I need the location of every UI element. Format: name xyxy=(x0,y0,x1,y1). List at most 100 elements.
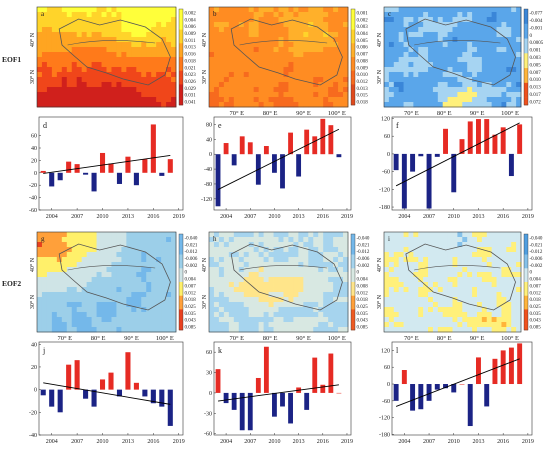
map-cell xyxy=(91,232,97,238)
map-cell xyxy=(91,242,97,248)
map-cell xyxy=(106,252,112,258)
map-cell xyxy=(278,257,284,263)
map-cell xyxy=(472,267,478,273)
colorbar-segment xyxy=(351,91,355,99)
map-cell xyxy=(253,327,260,333)
map-cell xyxy=(408,102,414,108)
map-cell xyxy=(111,7,117,13)
map-cell xyxy=(218,302,225,308)
map-cell xyxy=(51,262,58,268)
bar xyxy=(239,136,245,155)
map-cell xyxy=(323,292,329,298)
plateau-boundary xyxy=(230,18,343,86)
map-cell xyxy=(233,92,240,98)
map-cell xyxy=(462,22,468,28)
map-cell xyxy=(393,322,400,328)
map-cell xyxy=(462,302,468,308)
map-cell xyxy=(41,317,48,323)
map-cell xyxy=(223,272,230,278)
map-cell xyxy=(476,252,483,258)
map-cell xyxy=(442,282,448,288)
map-cell xyxy=(432,52,439,58)
map-cell xyxy=(398,292,404,298)
map-cell xyxy=(393,277,400,283)
map-cell xyxy=(486,287,493,293)
map-cell xyxy=(76,312,83,318)
map-cell xyxy=(171,282,177,288)
map-cell xyxy=(323,57,329,63)
map-cell xyxy=(506,52,512,58)
map-cell xyxy=(481,37,488,43)
map-cell xyxy=(111,237,117,243)
map-cell xyxy=(268,257,274,263)
map-cell xyxy=(71,37,78,43)
map-cell xyxy=(126,42,132,48)
map-cell xyxy=(496,37,502,43)
map-cell xyxy=(308,277,314,283)
map-cell xyxy=(37,17,43,23)
map-cell xyxy=(408,12,414,18)
map-cell xyxy=(213,267,220,273)
map-cell xyxy=(428,72,434,78)
map-cell xyxy=(41,322,48,328)
map-cell xyxy=(273,262,279,268)
map-cell xyxy=(248,262,255,268)
map-cell xyxy=(91,277,97,283)
map-cell xyxy=(209,312,215,318)
map-cell xyxy=(283,97,289,103)
map-cell xyxy=(243,307,250,313)
map-cell xyxy=(423,232,429,238)
map-cell xyxy=(496,232,502,238)
map-cell xyxy=(501,237,507,243)
map-cell xyxy=(61,272,68,278)
map-cell xyxy=(86,272,92,278)
map-cell xyxy=(506,57,512,63)
map-cell xyxy=(61,252,68,258)
y-tick-label: -40 xyxy=(29,433,37,439)
map-cell xyxy=(338,57,344,63)
map-cell xyxy=(283,232,289,238)
map-cell xyxy=(283,102,289,108)
map-cell xyxy=(81,267,88,273)
map-cell xyxy=(41,42,48,48)
map-cell xyxy=(481,32,488,38)
map-cell xyxy=(506,317,512,323)
colorbar-segment xyxy=(524,90,528,98)
map-cell xyxy=(263,262,269,268)
map-cell xyxy=(76,17,83,23)
map-cell xyxy=(303,87,309,93)
map-cell xyxy=(91,57,97,63)
map-cell xyxy=(46,277,53,283)
map-cell xyxy=(71,82,78,88)
map-cell xyxy=(293,242,299,248)
colorbar-tick-label: 0.006 xyxy=(357,46,369,51)
map-cell xyxy=(288,47,294,53)
x-tick-label: 2016 xyxy=(497,439,509,445)
map-cell xyxy=(156,272,162,278)
map-cell xyxy=(437,42,444,48)
map-cell xyxy=(86,322,92,328)
map-cell xyxy=(313,17,319,23)
lon-tick-label: 80° E xyxy=(263,110,278,117)
map-cell xyxy=(393,292,400,298)
bar xyxy=(40,170,46,173)
map-cell xyxy=(61,312,68,318)
map-cell xyxy=(467,247,473,253)
map-cell xyxy=(96,267,102,273)
map-cell xyxy=(501,282,507,288)
colorbar-tick-label: 0.0005 xyxy=(530,41,544,46)
map-cell xyxy=(452,27,458,33)
map-cell xyxy=(209,42,215,48)
map-cell xyxy=(447,252,453,258)
map-cell xyxy=(472,57,478,63)
map-cell xyxy=(116,77,122,83)
map-cell xyxy=(233,47,240,53)
map-cell xyxy=(253,7,260,13)
bar xyxy=(280,154,285,189)
map-cell xyxy=(481,92,488,98)
map-cell xyxy=(228,267,235,273)
map-cell xyxy=(413,17,419,23)
map-cell xyxy=(428,257,434,263)
map-cell xyxy=(81,37,88,43)
map-cell xyxy=(218,272,225,278)
